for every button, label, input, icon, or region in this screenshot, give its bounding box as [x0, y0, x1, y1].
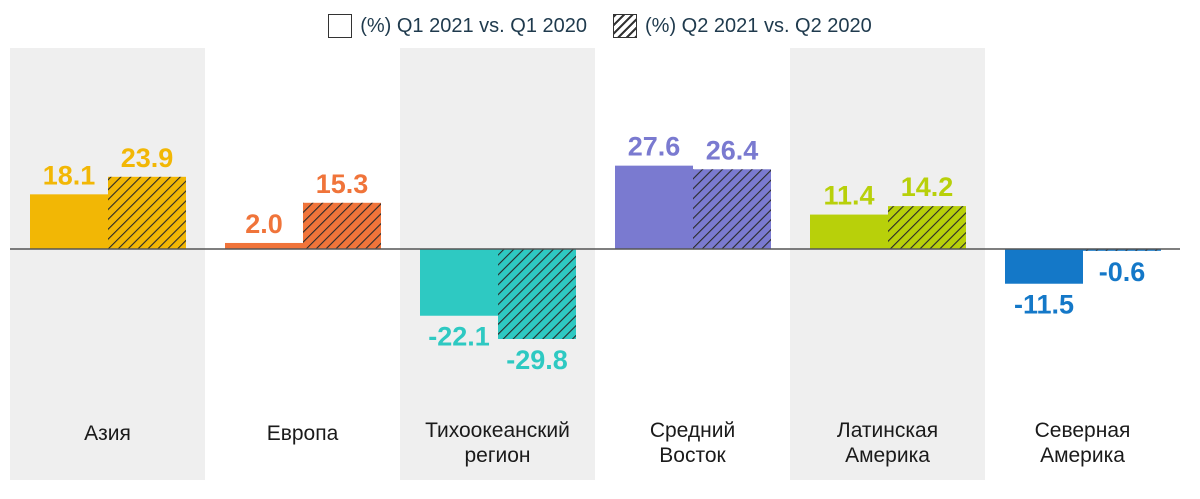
value-label: -0.6: [1099, 257, 1146, 287]
value-label: -22.1: [428, 322, 490, 352]
value-label: 27.6: [628, 132, 681, 162]
bar-q1: [225, 242, 303, 249]
bar-q1: [615, 165, 693, 249]
bar-q1: [1005, 249, 1083, 284]
bar-q1: [30, 194, 108, 249]
category-label: Европа: [267, 422, 339, 445]
category-label: Восток: [659, 444, 726, 467]
category-label: Средний: [650, 419, 735, 442]
value-label: 11.4: [823, 181, 874, 211]
category-label: Азия: [84, 422, 131, 445]
value-label: 2.0: [245, 209, 283, 239]
legend: (%) Q1 2021 vs. Q1 2020 (%) Q2 2021 vs. …: [0, 8, 1200, 44]
legend-item-q2: (%) Q2 2021 vs. Q2 2020: [613, 14, 872, 38]
bar-q2-hatch: [498, 249, 576, 339]
legend-label-q2: (%) Q2 2021 vs. Q2 2020: [645, 14, 872, 37]
bar-q1: [420, 249, 498, 316]
category-label: Америка: [845, 444, 930, 467]
category-label: Северная: [1035, 419, 1131, 442]
value-label: 14.2: [901, 172, 954, 202]
bar-q2-hatch: [1083, 249, 1161, 251]
legend-swatch-solid: [328, 14, 353, 38]
legend-swatch-hatched: [613, 14, 637, 38]
legend-label-q1: (%) Q1 2021 vs. Q1 2020: [360, 14, 587, 37]
value-label: -29.8: [506, 345, 568, 375]
legend-item-q1: (%) Q1 2021 vs. Q1 2020: [328, 14, 587, 38]
bar-q2-hatch: [303, 202, 381, 249]
bar-q2-hatch: [693, 169, 771, 249]
category-label: Латинская: [837, 419, 938, 442]
category-label: Тихоокеанский: [425, 419, 570, 442]
value-label: 26.4: [706, 135, 759, 165]
value-label: 15.3: [316, 169, 369, 199]
category-panel: [790, 48, 985, 480]
value-label: 18.1: [43, 160, 96, 190]
value-label: 23.9: [121, 143, 174, 173]
category-label: регион: [464, 444, 530, 467]
bar-q2-hatch: [108, 176, 186, 249]
bar-q2-hatch: [888, 206, 966, 249]
category-label: Америка: [1040, 444, 1125, 467]
value-label: -11.5: [1014, 290, 1074, 320]
category-panel: [10, 48, 205, 480]
bar-q1: [810, 214, 888, 249]
